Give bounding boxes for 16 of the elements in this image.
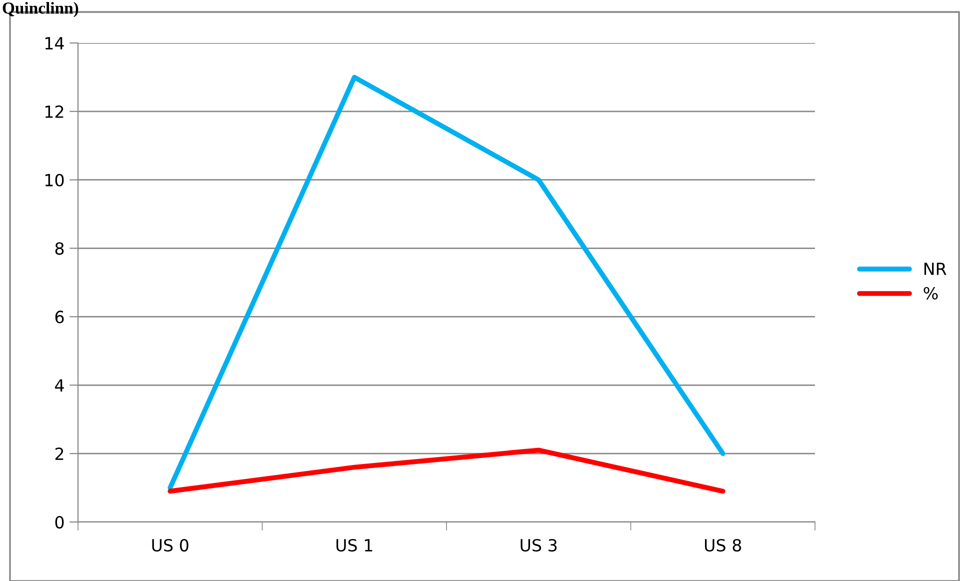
x-tick-label: US 3 — [520, 538, 557, 552]
legend-label: NR — [924, 262, 946, 275]
x-tick-label: US 0 — [152, 538, 188, 552]
y-tick-label: 14 — [45, 37, 64, 50]
chart-title: Quinclinn) — [2, 2, 78, 18]
x-tick-label: US 1 — [336, 538, 372, 552]
legend-label: % — [924, 286, 938, 300]
line-series — [168, 74, 726, 490]
y-tick-label: 12 — [45, 105, 64, 118]
y-tick-label: 4 — [55, 379, 64, 392]
y-tick-label: 8 — [55, 242, 64, 255]
x-tick-label: US 8 — [704, 538, 742, 552]
y-tick-label: 6 — [55, 310, 64, 324]
y-tick-label: 10 — [45, 174, 64, 186]
y-tick-label: 0 — [55, 516, 64, 529]
y-tick-label: 2 — [55, 448, 64, 460]
